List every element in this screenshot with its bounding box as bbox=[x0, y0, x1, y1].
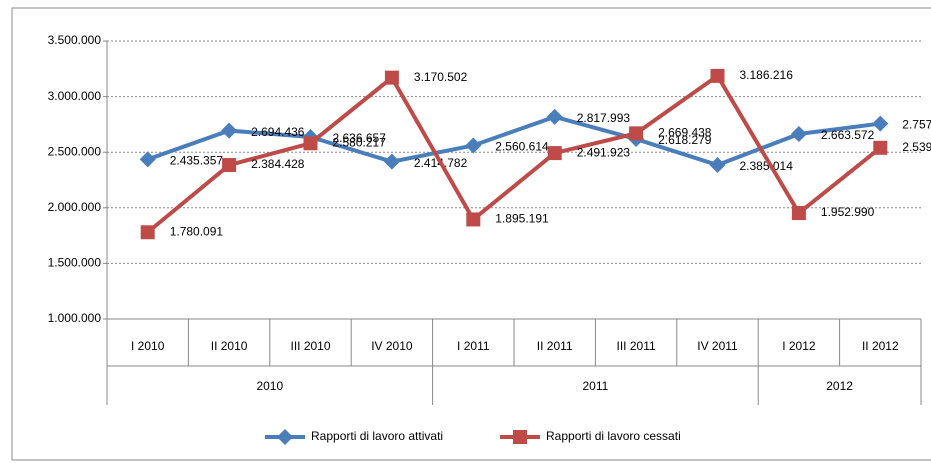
data-label: 2.580.217 bbox=[333, 135, 387, 149]
data-label: 2.385.014 bbox=[740, 159, 794, 173]
x-tick-label: III 2010 bbox=[290, 339, 330, 353]
data-point bbox=[709, 156, 726, 173]
y-tick-label: 2.500.000 bbox=[48, 144, 102, 158]
x-tick-label: II 2011 bbox=[537, 339, 573, 353]
y-tick-label: 2.000.000 bbox=[48, 200, 102, 214]
data-point bbox=[872, 115, 889, 132]
group-label: 2011 bbox=[582, 379, 608, 393]
data-label: 2.560.614 bbox=[495, 140, 549, 154]
series-line bbox=[147, 114, 881, 168]
data-point bbox=[384, 70, 399, 85]
x-tick-label: IV 2011 bbox=[697, 339, 738, 353]
y-tick-label: 3.500.000 bbox=[48, 33, 102, 47]
data-label: 2.491.923 bbox=[577, 145, 631, 159]
x-tick-label: II 2010 bbox=[211, 339, 248, 353]
data-label: 2.663.572 bbox=[821, 128, 875, 142]
data-label: 1.780.091 bbox=[170, 224, 224, 238]
group-label: 2010 bbox=[256, 379, 283, 393]
data-point bbox=[547, 146, 562, 161]
x-tick-label: IV 2010 bbox=[371, 339, 413, 353]
series-line bbox=[146, 73, 882, 234]
data-label: 2.384.428 bbox=[251, 157, 305, 171]
data-point bbox=[222, 158, 237, 173]
data-point bbox=[790, 126, 807, 143]
data-point bbox=[140, 225, 155, 240]
legend-marker bbox=[277, 429, 293, 445]
group-label: 2012 bbox=[826, 379, 853, 393]
data-point bbox=[383, 153, 400, 170]
data-point bbox=[629, 126, 644, 141]
data-label: 2.817.993 bbox=[577, 111, 631, 125]
data-point bbox=[221, 122, 238, 139]
chart-frame bbox=[11, 7, 931, 461]
legend-label: Rapporti di lavoro attivati bbox=[311, 429, 443, 443]
y-tick-label: 3.000.000 bbox=[48, 89, 102, 103]
data-label: 3.170.502 bbox=[414, 70, 468, 84]
data-point bbox=[466, 212, 481, 227]
data-label: 2.539.414 bbox=[902, 140, 931, 154]
data-point bbox=[710, 68, 725, 83]
data-label: 1.895.191 bbox=[495, 212, 549, 226]
data-point bbox=[546, 108, 563, 125]
x-tick-label: I 2012 bbox=[782, 339, 816, 353]
y-tick-label: 1.000.000 bbox=[48, 311, 102, 325]
data-label: 2.435.357 bbox=[170, 154, 224, 168]
x-tick-label: I 2010 bbox=[131, 339, 165, 353]
data-label: 2.694.436 bbox=[251, 125, 305, 139]
data-point bbox=[873, 140, 888, 155]
legend-label: Rapporti di lavoro cessati bbox=[546, 429, 681, 443]
data-label: 2.669.438 bbox=[658, 126, 712, 140]
data-label: 1.952.990 bbox=[821, 205, 875, 219]
data-label: 2.636.657 bbox=[333, 131, 387, 145]
x-tick-label: II 2012 bbox=[862, 339, 899, 353]
data-label: 2.618.279 bbox=[658, 133, 712, 147]
data-point bbox=[791, 206, 806, 221]
legend-marker bbox=[513, 430, 527, 444]
y-tick-label: 1.500.000 bbox=[48, 256, 102, 270]
data-point bbox=[465, 137, 482, 154]
x-tick-label: III 2011 bbox=[617, 339, 656, 353]
data-point bbox=[303, 136, 318, 151]
data-label: 2.757.512 bbox=[902, 118, 931, 132]
data-label: 3.186.216 bbox=[740, 68, 794, 82]
data-point bbox=[139, 151, 156, 168]
x-tick-label: I 2011 bbox=[457, 339, 490, 353]
